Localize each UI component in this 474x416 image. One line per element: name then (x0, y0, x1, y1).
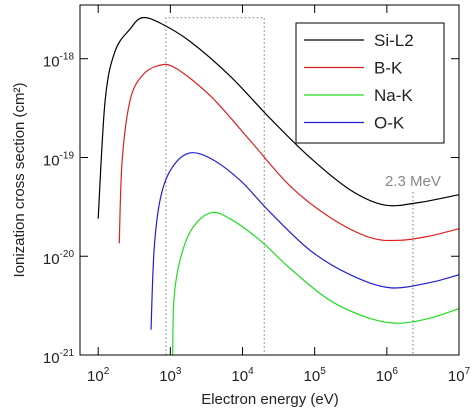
series-line (118, 63, 460, 244)
y-tick-label: 10-19 (43, 150, 75, 169)
series-line (150, 152, 460, 330)
highlight-box (165, 17, 265, 355)
y-tick-label: 10-18 (43, 52, 75, 71)
legend-label: Na-K (374, 86, 413, 105)
series-line (172, 211, 460, 356)
x-axis-label: Electron energy (eV) (201, 391, 339, 408)
legend-label: O-K (374, 114, 405, 133)
plot-frame (79, 4, 460, 356)
x-tick-label: 107 (448, 366, 471, 385)
y-tick-label: 10-20 (43, 249, 75, 268)
legend-box (295, 22, 445, 144)
legend: Si-L2 B-K Na-K O-K (295, 22, 445, 144)
x-tick-label: 106 (376, 366, 399, 385)
x-tick-label: 104 (231, 366, 254, 385)
x-tick-label: 103 (159, 366, 182, 385)
x-tick-label: 102 (87, 366, 110, 385)
annotation: 2.3 MeV (385, 173, 441, 190)
legend-label: B-K (374, 59, 403, 78)
legend-label: Si-L2 (374, 31, 414, 50)
y-axis-label: Ionization cross section (cm²) (11, 82, 28, 277)
series-line (97, 16, 460, 219)
x-tick-label: 105 (304, 366, 327, 385)
y-tick-label: 10-21 (43, 348, 75, 367)
